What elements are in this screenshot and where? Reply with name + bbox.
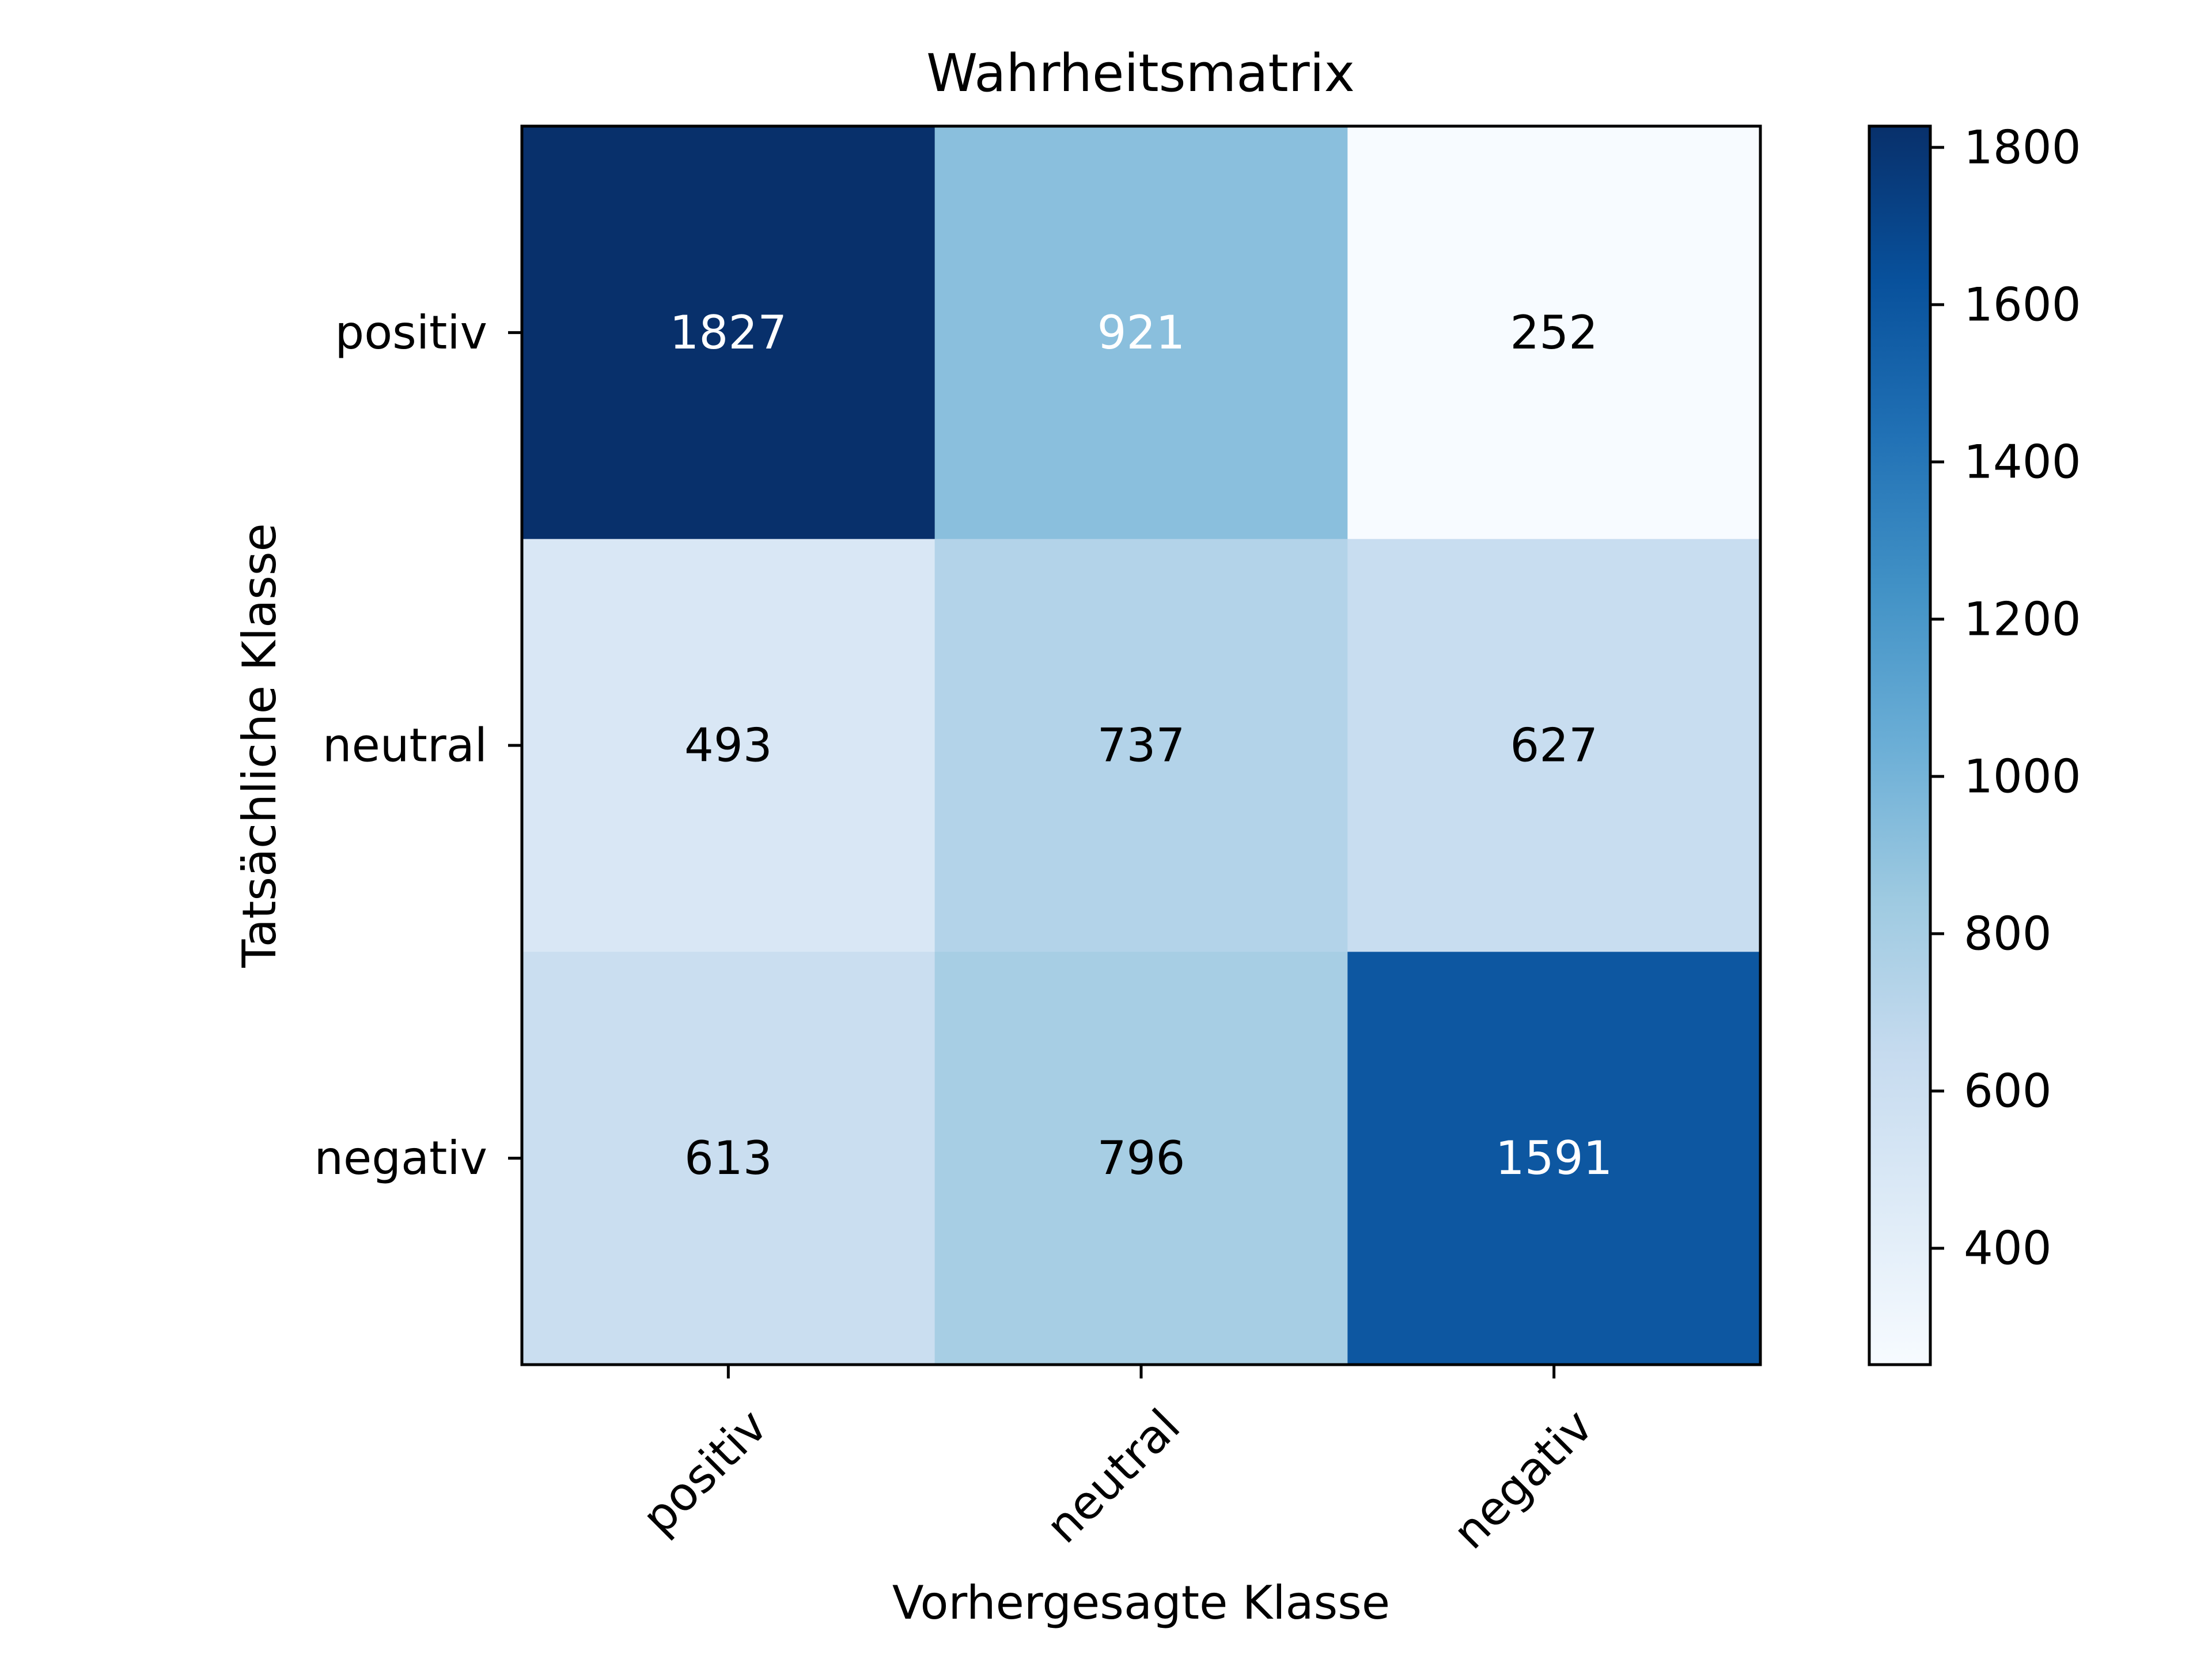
cell-value-label: 493: [684, 719, 772, 772]
heatmap-cell: [1347, 126, 1761, 540]
y-tick-label: neutral: [323, 719, 487, 772]
heatmap-cell: [1347, 539, 1761, 952]
heatmap-cell: [522, 539, 935, 952]
colorbar-ticks: 400 600 800 1000 1200 1400 1600 1800: [1930, 120, 2081, 1275]
cell-value-label: 1827: [670, 306, 787, 359]
cell-value-label: 796: [1097, 1131, 1185, 1185]
heatmap-cell: [934, 952, 1348, 1365]
colorbar: [1869, 126, 1930, 1365]
heatmap-cell: [1347, 952, 1761, 1365]
colorbar-tick-label: 1000: [1964, 749, 2081, 803]
heatmap-cell: [522, 952, 935, 1365]
heatmap-cell: [934, 126, 1348, 540]
heatmap-cell: [934, 539, 1348, 952]
colorbar-tick-label: 1600: [1964, 278, 2081, 331]
colorbar-tick-label: 1200: [1964, 592, 2081, 646]
heatmap-cell-labels: 1827 921 252 493 737 627 613 796 1591: [670, 306, 1613, 1185]
colorbar-tick-label: 600: [1964, 1064, 2052, 1118]
colorbar-tick-label: 1800: [1964, 120, 2081, 174]
x-axis-label: Vorhergesagte Klasse: [892, 1576, 1390, 1630]
colorbar-frame: [1868, 124, 1932, 1366]
y-tick-label: positiv: [335, 306, 487, 359]
colorbar-tick-label: 800: [1964, 907, 2052, 960]
y-axis-ticks: positiv neutral negativ: [314, 306, 522, 1185]
heatmap-cell: [522, 126, 935, 540]
cell-value-label: 613: [684, 1131, 772, 1185]
cell-value-label: 921: [1097, 306, 1185, 359]
colorbar-tick-label: 1400: [1964, 435, 2081, 488]
heatmap-cells: [522, 126, 1761, 1365]
cell-value-label: 737: [1097, 719, 1185, 772]
cell-value-label: 627: [1510, 719, 1598, 772]
y-tick-label: negativ: [314, 1131, 487, 1185]
cell-value-label: 1591: [1495, 1131, 1613, 1185]
chart-title: Wahrheitsmatrix: [926, 43, 1355, 104]
colorbar-tick-label: 400: [1964, 1221, 2052, 1275]
y-axis-label: Tatsächliche Klasse: [233, 523, 286, 968]
cell-value-label: 252: [1510, 306, 1598, 359]
